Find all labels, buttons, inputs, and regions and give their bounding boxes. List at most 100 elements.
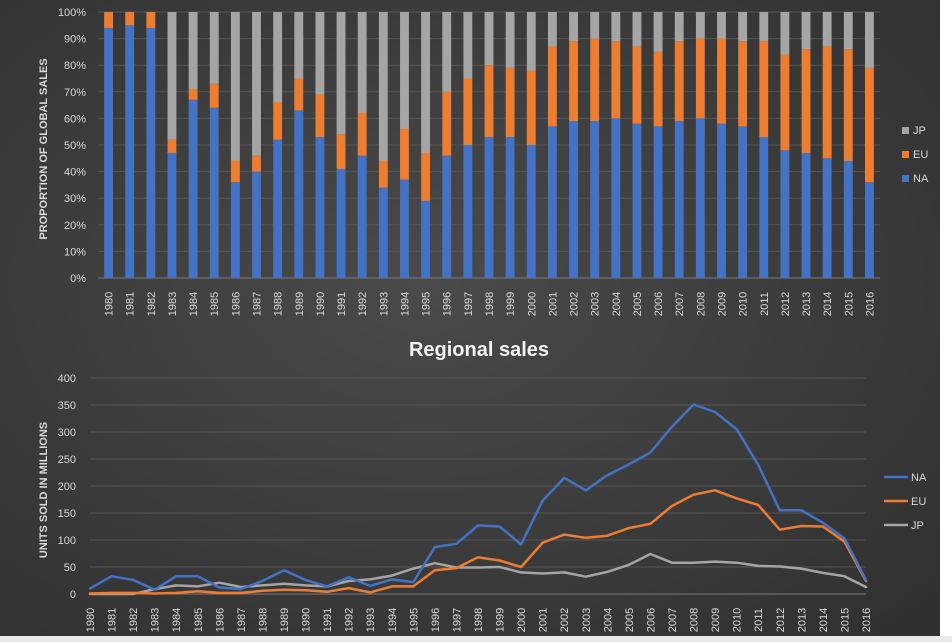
- legend-swatch-na: [902, 175, 909, 182]
- y-tick-label: 0%: [70, 273, 86, 285]
- bar-segment-jp: [167, 12, 177, 140]
- bar-segment-eu: [822, 46, 832, 159]
- charts-svg: 0% 10% 20% 30% 40% 50% 60% 70% 80% 90% 100% PROPORT…: [38, 7, 929, 632]
- bar-segment-jp: [801, 12, 811, 50]
- bar-segment-jp: [463, 12, 473, 79]
- page-margin-right: [940, 0, 952, 636]
- regional-sales-line-chart: 0 50 100 150 200 250 300 350 400 UNITS SOLD IN MI…: [38, 373, 927, 632]
- bar-segment-na: [674, 121, 684, 278]
- legend-label-eu: EU: [911, 496, 926, 508]
- bar-segment-jp: [611, 12, 621, 42]
- x-tick-label: 2006: [645, 608, 657, 632]
- x-tick-label: 2010: [738, 292, 750, 316]
- bar-segment-eu: [125, 12, 135, 26]
- bar-segment-eu: [674, 41, 684, 122]
- series-line-jp: [88, 552, 868, 596]
- bar-segment-jp: [590, 12, 600, 39]
- x-tick-label: 1984: [171, 608, 183, 632]
- bar-segment-jp: [230, 12, 240, 161]
- x-tick-label: 1993: [365, 608, 377, 632]
- bar-segment-eu: [357, 113, 367, 156]
- y-tick-label: 350: [58, 400, 76, 412]
- x-tick-label: 1996: [442, 292, 454, 316]
- bar-segment-eu: [442, 91, 452, 156]
- bar-segment-jp: [188, 12, 198, 90]
- bar-segment-jp: [526, 12, 536, 71]
- bar-segment-eu: [780, 54, 790, 151]
- x-tick-label: 1991: [336, 292, 348, 316]
- bar-segment-eu: [547, 46, 557, 127]
- bar-segment-eu: [695, 38, 705, 119]
- x-tick-label: 2001: [547, 292, 559, 316]
- x-tick-label: 2016: [861, 608, 873, 632]
- y-tick-label: 10%: [64, 246, 86, 258]
- bar-segment-jp: [357, 12, 367, 114]
- bar-segment-na: [632, 123, 642, 278]
- bar-segment-jp: [843, 12, 853, 50]
- bar-segment-na: [421, 200, 431, 278]
- bar-segment-na: [167, 152, 177, 278]
- y-tick-label: 200: [58, 481, 76, 493]
- x-tick-label: 2005: [632, 292, 644, 316]
- bar-segment-eu: [801, 49, 811, 153]
- x-tick-label: 1982: [146, 292, 158, 316]
- x-tick-label: 1993: [378, 292, 390, 316]
- bar-segment-eu: [653, 51, 663, 127]
- bar-segment-na: [590, 121, 600, 278]
- x-tick-label: 2016: [864, 292, 876, 316]
- bar-segment-na: [273, 139, 283, 278]
- bar-segment-eu: [738, 41, 748, 127]
- x-tick-label: 2006: [653, 292, 665, 316]
- bar-segment-jp: [273, 12, 283, 103]
- bar-segment-na: [336, 168, 346, 278]
- x-tick-label: 1988: [257, 608, 269, 632]
- bar-segment-eu: [632, 46, 642, 124]
- x-tick-label: 2009: [716, 292, 728, 316]
- y-tick-label: 30%: [64, 193, 86, 205]
- bar-segment-jp: [632, 12, 642, 47]
- bar-segment-na: [463, 145, 473, 278]
- x-tick-label: 1991: [322, 608, 334, 632]
- y-tick-label: 100: [58, 535, 76, 547]
- x-tick-label: 1980: [104, 292, 116, 316]
- bar-segment-na: [569, 121, 578, 278]
- x-tick-label: 1998: [473, 608, 485, 632]
- bar-segment-eu: [759, 41, 769, 138]
- y-tick-label: 40%: [64, 167, 86, 179]
- x-tick-label: 2009: [710, 608, 722, 632]
- x-tick-label: 1992: [344, 608, 356, 632]
- bar-segment-jp: [695, 12, 705, 39]
- bar-segment-eu: [378, 160, 388, 188]
- x-tick-label: 2014: [822, 292, 834, 316]
- bar-segment-eu: [463, 78, 473, 145]
- bar-segment-jp: [653, 12, 663, 52]
- bar-segment-jp: [209, 12, 219, 84]
- y-tick-label: 20%: [64, 220, 86, 232]
- x-tick-label: 1981: [107, 608, 119, 632]
- bar-segment-jp: [421, 12, 431, 153]
- bar-segment-eu: [146, 12, 156, 28]
- x-tick-label: 1981: [125, 292, 137, 316]
- y-tick-label: 250: [58, 454, 76, 466]
- y-axis-label: PROPORTION OF GLOBAL SALES: [38, 58, 50, 239]
- x-tick-label: 1997: [451, 608, 463, 632]
- bar-segment-na: [209, 107, 219, 278]
- x-tick-label: 1992: [357, 292, 369, 316]
- x-tick-label: 1988: [273, 292, 285, 316]
- x-tick-label: 2002: [569, 292, 581, 316]
- x-tick-label: 2015: [843, 292, 855, 316]
- x-tick-label: 2011: [753, 608, 765, 632]
- x-tick-label: 1994: [387, 608, 399, 632]
- legend-label-jp: JP: [911, 520, 924, 532]
- bar-segment-jp: [569, 12, 578, 42]
- y-tick-label: 50: [64, 562, 76, 574]
- x-tick-label: 1998: [484, 292, 496, 316]
- x-tick-label: 2000: [526, 292, 538, 316]
- legend-swatch-eu: [902, 151, 909, 158]
- x-tick-label: 2013: [801, 292, 813, 316]
- legend-label-jp: JP: [913, 125, 926, 137]
- bar-segment-na: [315, 137, 325, 278]
- x-tick-label: 1982: [128, 608, 140, 632]
- bar-segment-na: [864, 182, 874, 278]
- x-tick-label: 1997: [463, 292, 475, 316]
